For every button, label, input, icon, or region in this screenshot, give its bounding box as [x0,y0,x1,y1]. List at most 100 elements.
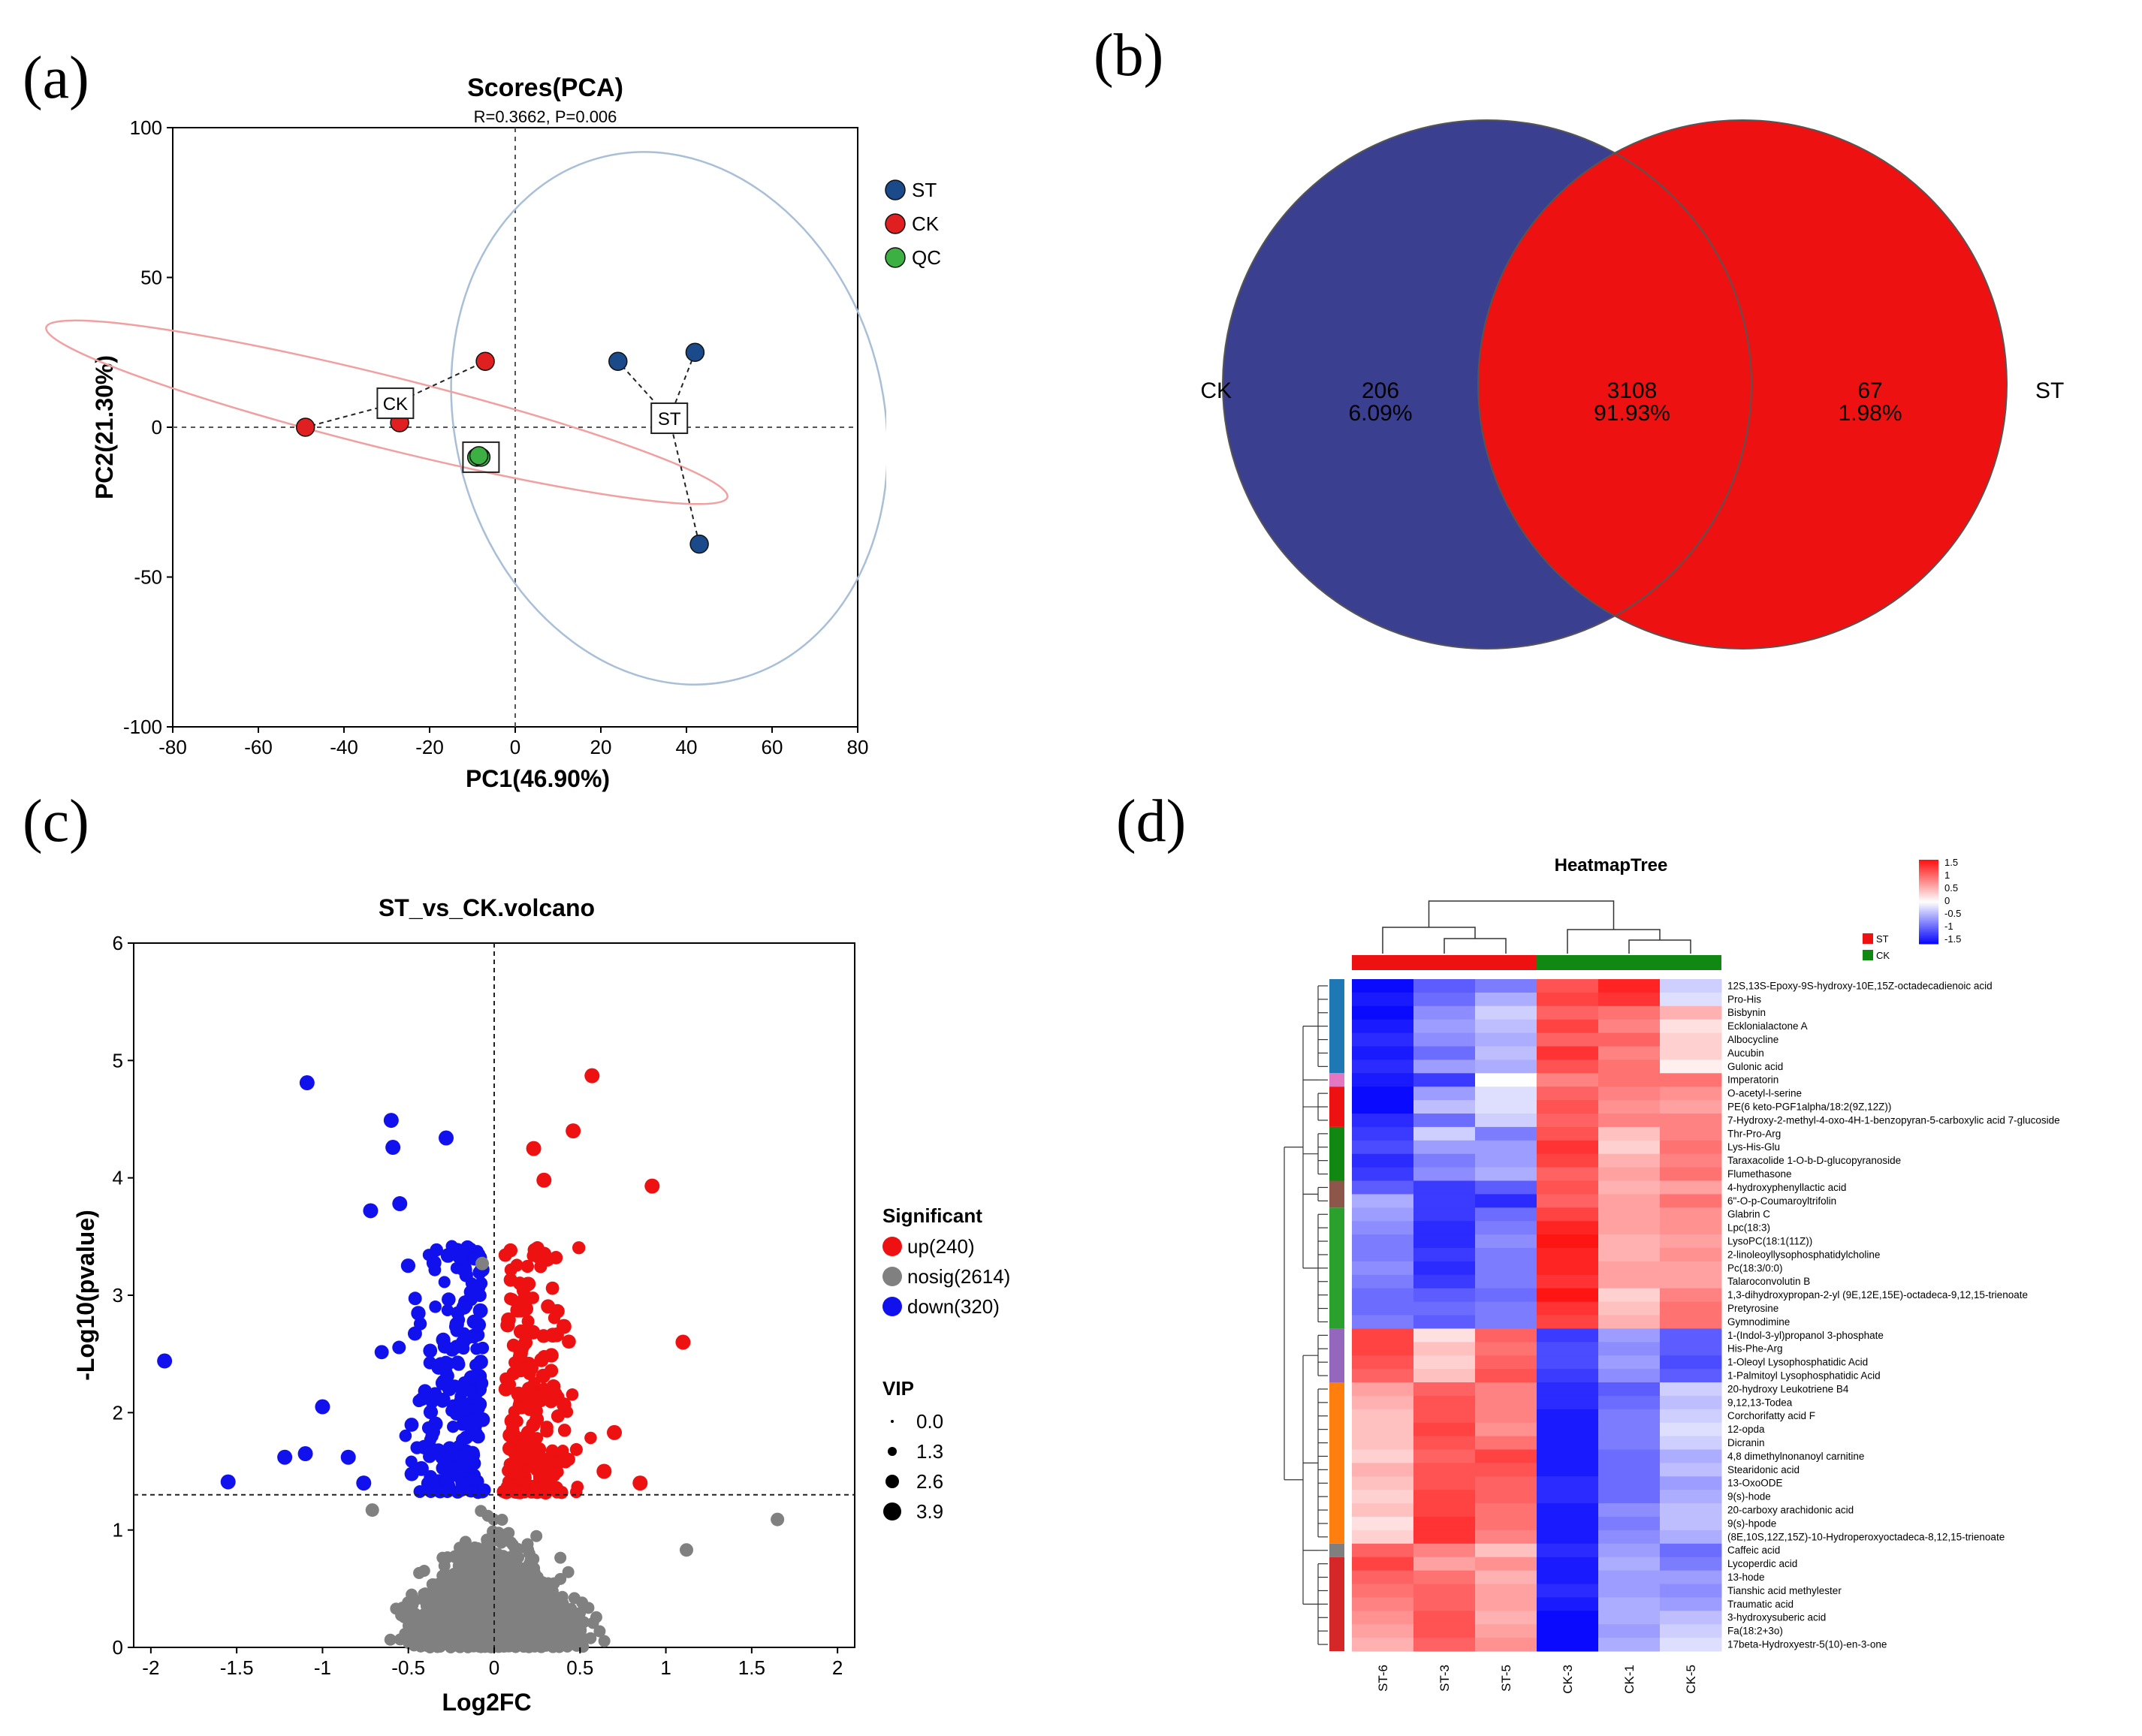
volcano-point-nosig [538,1584,551,1597]
heatmap-cell [1352,1248,1414,1262]
volcano-point-nosig [454,1545,467,1557]
heatmap-cell [1352,1355,1414,1370]
heatmap-cell [1413,1140,1476,1155]
volcano-point-nosig [484,1640,496,1653]
heatmap-colorbar-segment [1919,884,1938,886]
heatmap-cell [1660,1126,1722,1141]
volcano-xtick-label: 1 [660,1656,671,1679]
heatmap-cell [1537,1503,1599,1517]
heatmap-cell [1413,1517,1476,1531]
heatmap-col-label: ST-6 [1376,1665,1390,1692]
pca-point-ck [475,351,495,371]
heatmap-legend-label: ST [1876,933,1889,945]
heatmap-cell [1537,1369,1599,1383]
heatmap-cell [1475,1153,1537,1168]
heatmap-colorbar-segment [1919,893,1938,895]
volcano-point-nosig [519,1582,532,1595]
heatmap-cell [1475,1517,1537,1531]
volcano-point-down [297,1446,313,1462]
heatmap-row-label: 12-opda [1727,1424,1765,1435]
heatmap-row-label: His-Phe-Arg [1727,1343,1783,1355]
heatmap-colorbar-segment [1919,897,1938,900]
heatmap-cell [1475,1114,1537,1128]
volcano-xtick-label: -2 [142,1656,159,1679]
volcano-point-down [466,1412,478,1426]
heatmap-cell [1660,1557,1722,1572]
heatmap-cell [1352,1005,1414,1020]
heatmap-cell [1352,1140,1414,1155]
heatmap-colorbar-segment [1919,917,1938,919]
heatmap-cell [1537,1570,1599,1584]
pca-legend-label: ST [912,179,937,201]
heatmap-cell [1475,1449,1537,1463]
heatmap-cell [1537,1490,1599,1504]
volcano-point-nosig [400,1608,413,1620]
heatmap-cell [1352,1073,1414,1087]
volcano-point-nosig [598,1635,611,1647]
heatmap-cell [1537,1342,1599,1356]
volcano-point-nosig [459,1536,472,1548]
heatmap-cell [1475,1234,1537,1249]
volcano-point-up [503,1442,516,1455]
pca-xtick-label: -60 [244,736,273,758]
heatmap-cell [1413,1584,1476,1598]
heatmap-cell [1475,1409,1537,1424]
volcano-xtick-label: 1.5 [738,1656,765,1679]
heatmap-colorbar-segment [1919,903,1938,906]
heatmap-colorbar-segment [1919,936,1938,939]
volcano-point-nosig [399,1627,412,1640]
volcano-point-up [508,1461,523,1475]
heatmap-cell [1352,1422,1414,1437]
heatmap-cell [1475,992,1537,1007]
heatmap-cell [1660,1114,1722,1128]
heatmap-cell [1475,1584,1537,1598]
volcano-point-nosig [572,1612,584,1625]
venn-set-label-ck: CK [1200,378,1232,403]
volcano-point-down [478,1483,491,1497]
heatmap-cell [1537,1126,1599,1141]
heatmap-row-label: Tianshic acid methylester [1727,1585,1842,1596]
volcano-point-nosig [506,1539,519,1551]
volcano-point-down [445,1460,459,1475]
volcano-point-nosig [451,1639,463,1652]
heatmap-row-label: Gulonic acid [1727,1061,1783,1072]
volcano-point-down [425,1429,439,1443]
heatmap-row-label: Fa(18:2+3o) [1727,1626,1783,1637]
volcano-point-down [315,1399,330,1415]
heatmap-row-label: 1-Palmitoyl Lysophosphatidic Acid [1727,1370,1881,1382]
pca-ytick-label: 50 [140,267,162,289]
heatmap-cell [1475,1328,1537,1343]
heatmap-colorbar-segment [1919,941,1938,943]
heatmap-cell [1598,1422,1661,1437]
volcano-point-down [363,1203,379,1219]
heatmap-colorbar-segment [1919,864,1938,866]
volcano-point-nosig [475,1256,489,1270]
heatmap-cell [1598,1248,1661,1262]
heatmap-cell [1475,1436,1537,1450]
heatmap-colorbar-segment [1919,902,1938,904]
heatmap-colorbar-segment [1919,890,1938,892]
heatmap-cell [1475,1032,1537,1047]
heatmap-cell [1598,1234,1661,1249]
volcano-point-up [520,1425,536,1440]
heatmap-cell [1537,1449,1599,1463]
heatmap-colorbar-segment [1919,867,1938,870]
volcano-point-down [456,1299,472,1315]
volcano-point-down [383,1113,399,1129]
heatmap-cell [1475,1315,1537,1329]
heatmap-cell [1475,1167,1537,1181]
volcano-point-nosig [545,1599,558,1612]
volcano-point-down [415,1392,429,1406]
heatmap-cell [1537,1638,1599,1652]
volcano-point-up [503,1243,518,1258]
heatmap-cell [1475,1100,1537,1114]
heatmap-colorbar-segment [1919,923,1938,925]
volcano-point-down [445,1342,460,1357]
heatmap-row-label: Gymnodimine [1727,1316,1790,1328]
volcano-point-up [544,1364,559,1378]
heatmap-row-label: Ecklonialactone A [1727,1020,1808,1032]
heatmap-cell [1598,1611,1661,1625]
volcano-point-nosig [435,1615,448,1628]
pca-centroid-label: ST [658,409,681,429]
heatmap-cell [1660,1517,1722,1531]
